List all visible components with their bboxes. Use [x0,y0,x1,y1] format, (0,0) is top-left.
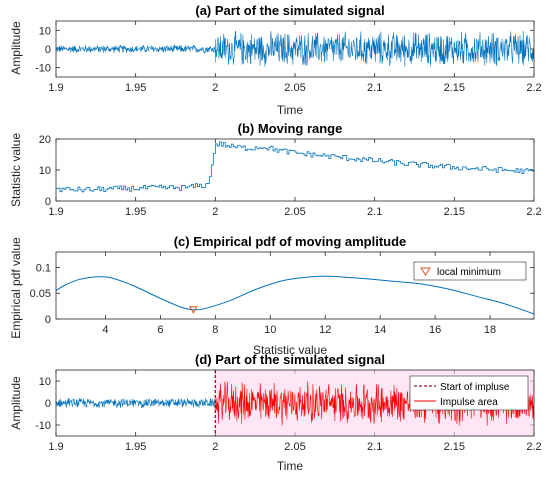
x-tick-label: 2.2 [526,441,541,453]
panel-b: (b) Moving range Statistic value 1.9 1.95… [9,121,542,218]
panel-a-title: (a) Part of the simulated signal [195,3,384,18]
y-tick-label: 0 [45,314,51,326]
y-tick-label: 0.05 [30,288,51,300]
panel-d-ylabel: Amplitude [9,376,23,430]
signal-series-1 [215,381,535,426]
panel-b-axes [55,138,535,202]
x-tick-label: 1.95 [125,441,146,453]
x-tick-label: 8 [212,324,218,336]
panel-a-xlabel: Time [277,103,304,117]
panel-c-ylabel: Empirical pdf value [9,237,23,339]
legend-impulse-area: Impulse area [440,397,498,408]
x-tick-label: 1.9 [48,82,63,94]
x-tick-label: 2.1 [367,441,382,453]
legend-box [413,261,527,281]
x-tick-label: 10 [264,324,276,336]
panel-d-legend: Start of impluse Impulse area [409,375,529,411]
panel-c-series [55,275,535,315]
y-tick-label: 0 [45,196,51,208]
x-tick-label: 4 [102,324,108,336]
panel-b-ticks: 1.9 1.95 2 2.05 2.1 2.15 2.2 0 10 20 [39,134,542,218]
panel-b-series [56,141,535,193]
panel-d-axes [55,369,535,437]
legend-box [409,375,529,411]
local-minimum-marker [188,306,198,314]
panel-d-title: (d) Part of the simulated signal [195,352,385,367]
x-tick-label: 2.15 [444,82,465,94]
y-tick-label: 10 [39,25,51,37]
panel-c-legend: local minimum [413,261,527,281]
x-tick-label: 2.2 [526,206,541,218]
panel-a-ticks: 1.9 1.95 2 2.05 2.1 2.15 2.2 -10 0 10 [35,21,542,94]
panel-a-series [55,30,535,67]
panel-b-ylabel: Statistic value [9,133,23,207]
panel-c-ticks: 4 6 8 10 12 14 16 18 0 0.05 0.1 [30,252,534,336]
y-tick-label: 0.1 [36,262,51,274]
panel-a: (a) Part of the simulated signal Amplitu… [9,3,542,117]
local-minimum-legend-icon [420,267,431,276]
signal-series-1 [215,30,535,67]
x-tick-label: 2.1 [367,82,382,94]
x-tick-label: 16 [429,324,441,336]
pdf-curve [55,275,535,315]
panel-c-xlabel: Statistic value [253,343,327,357]
y-tick-label: 10 [39,376,51,388]
panel-b-title: (b) Moving range [238,121,343,136]
panel-c-axes [55,251,535,320]
x-tick-label: 14 [374,324,386,336]
moving-range-line [56,141,535,193]
x-tick-label: 2.2 [526,82,541,94]
x-tick-label: 2 [212,206,218,218]
x-tick-label: 2.05 [284,206,305,218]
panel-a-axes [55,20,535,78]
legend-local-minimum: local minimum [437,267,501,278]
y-tick-label: -10 [35,420,51,432]
x-tick-label: 1.95 [125,82,146,94]
legend-start-of-impulse: Start of impluse [440,382,510,393]
x-tick-label: 6 [157,324,163,336]
x-tick-label: 1.95 [125,206,146,218]
x-tick-label: 1.9 [48,441,63,453]
x-tick-label: 2.15 [444,441,465,453]
panel-c: (c) Empirical pdf of moving amplitude Em… [9,234,535,357]
panel-a-ylabel: Amplitude [9,21,23,75]
signal-series-0 [55,44,216,54]
signal-series-0 [55,397,216,409]
x-tick-label: 2 [212,441,218,453]
x-tick-label: 2.1 [367,206,382,218]
panel-d: (d) Part of the simulated signal Amplitu… [9,352,542,473]
x-tick-label: 2 [212,82,218,94]
y-tick-label: -10 [35,63,51,75]
x-tick-label: 2.05 [284,441,305,453]
panel-d-xlabel: Time [277,459,304,473]
x-tick-label: 12 [319,324,331,336]
y-tick-label: 10 [39,165,51,177]
x-tick-label: 2.05 [284,82,305,94]
panel-c-title: (c) Empirical pdf of moving amplitude [174,234,407,249]
x-tick-label: 1.9 [48,206,63,218]
y-tick-label: 20 [39,134,51,146]
y-tick-label: 0 [45,44,51,56]
y-tick-label: 0 [45,398,51,410]
x-tick-label: 2.15 [444,206,465,218]
x-tick-label: 18 [484,324,496,336]
